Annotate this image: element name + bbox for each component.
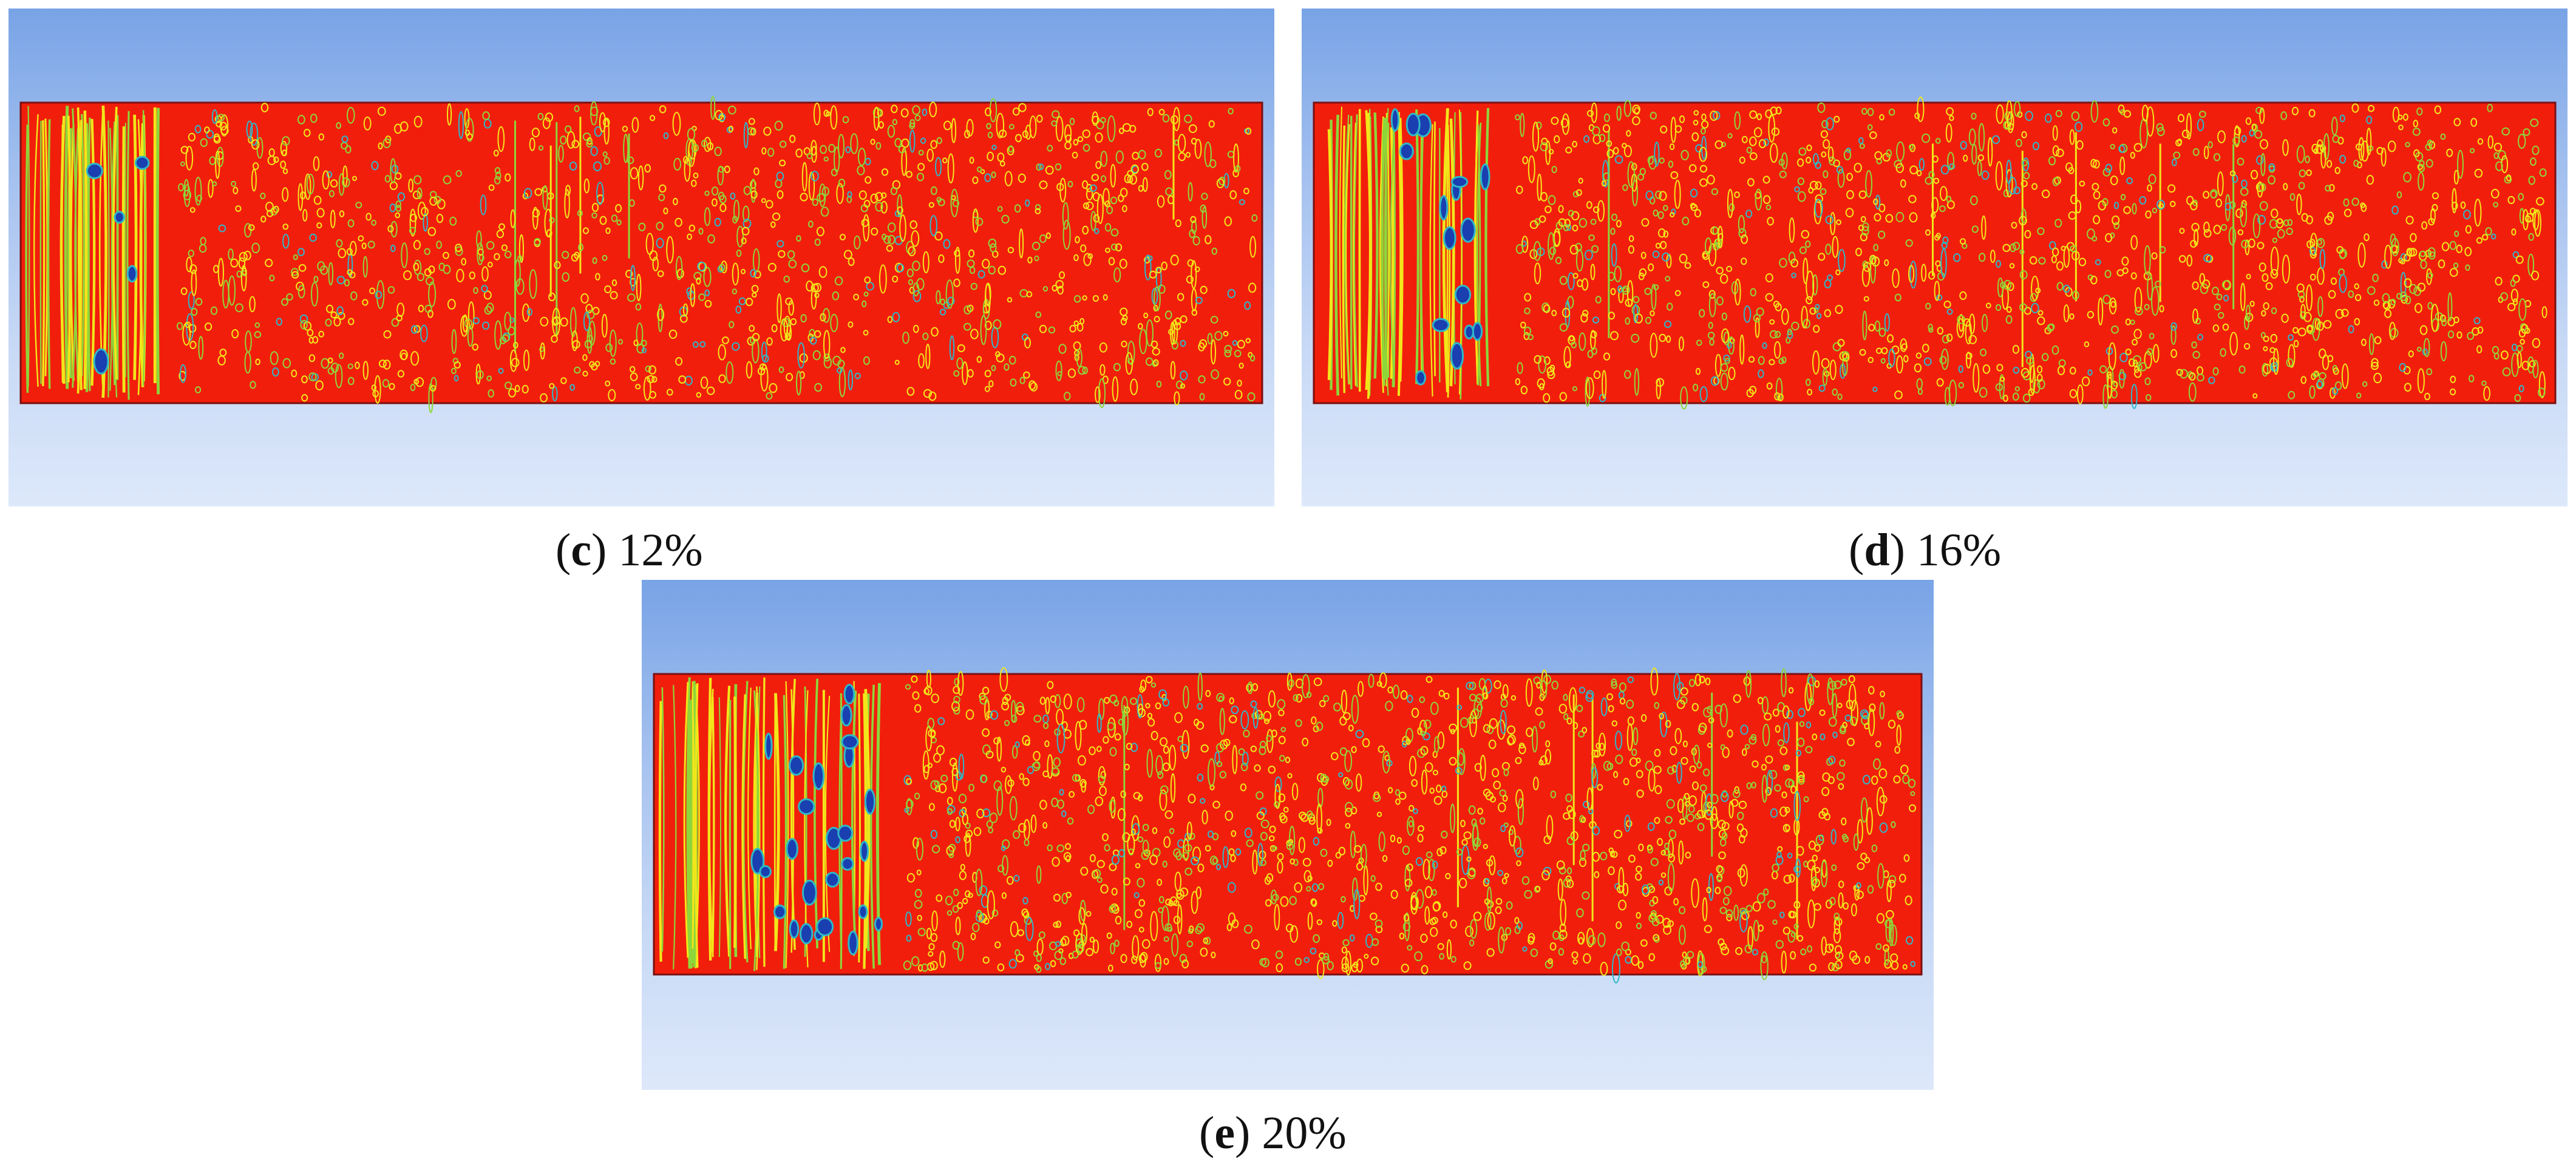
caption-c: (c) 12% xyxy=(556,525,703,576)
caption-letter-c: c xyxy=(571,525,592,576)
bubble-field xyxy=(658,667,1916,984)
phase-contour-c xyxy=(19,95,1263,413)
phase-contour-d xyxy=(1313,96,2557,410)
contour-panel-e xyxy=(642,580,1934,1090)
flow-domain xyxy=(19,101,1263,404)
caption-e: (e) 20% xyxy=(1199,1107,1347,1158)
bubble-field xyxy=(25,95,1258,413)
caption-value-d: ) 16% xyxy=(1889,525,2002,576)
caption-letter-e: e xyxy=(1214,1107,1235,1158)
caption-letter-d: d xyxy=(1864,525,1890,576)
caption-value-e: ) 20% xyxy=(1235,1107,1347,1158)
contour-panel-c xyxy=(8,9,1274,506)
caption-d: (d) 16% xyxy=(1849,525,2002,576)
phase-contour-e xyxy=(653,667,1923,984)
contour-panel-d xyxy=(1302,9,2568,506)
caption-value-c: ) 12% xyxy=(591,525,703,576)
bubble-field xyxy=(1327,96,2547,410)
